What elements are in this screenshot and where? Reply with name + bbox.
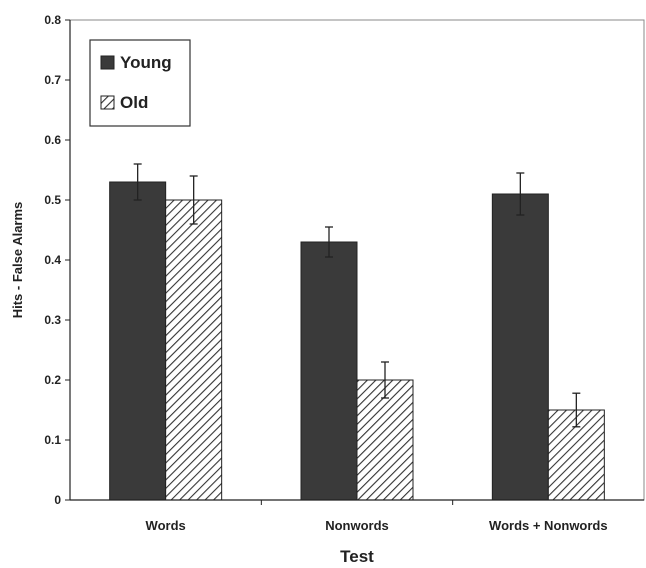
axes-group: 0 0.1 0.2 0.3 0.4 0.5 0.6 0.7 0.8 Words Nonwords Wo…: [44, 13, 644, 533]
bar-old: [165, 199, 223, 501]
error-bars-group: [133, 163, 581, 428]
bar-young: [300, 241, 358, 501]
legend-label-young: Young: [120, 53, 172, 72]
x-tick-label: Nonwords: [325, 518, 389, 533]
y-tick-label: 0.6: [44, 133, 61, 147]
y-tick-label: 0.7: [44, 73, 61, 87]
bar-young: [109, 181, 167, 501]
legend-swatch-young: [100, 55, 115, 70]
y-tick-label: 0.2: [44, 373, 61, 387]
y-tick-label: 0.1: [44, 433, 61, 447]
y-tick-label: 0.5: [44, 193, 61, 207]
y-tick-label: 0.3: [44, 313, 61, 327]
legend-label-old: Old: [120, 93, 148, 112]
x-tick-label: Words: [146, 518, 186, 533]
legend-swatch-old: [100, 95, 115, 110]
legend-box: [89, 39, 191, 127]
bar-old: [356, 379, 414, 501]
x-tick-label: Words + Nonwords: [489, 518, 608, 533]
y-tick-label: 0.4: [44, 253, 61, 267]
y-tick-label: 0.8: [44, 13, 61, 27]
y-axis-title: Hits - False Alarms: [10, 202, 25, 319]
bar-young: [491, 193, 549, 501]
y-tick-label: 0: [54, 493, 61, 507]
x-axis-title: Test: [340, 547, 374, 566]
legend: Young Old: [89, 39, 191, 127]
